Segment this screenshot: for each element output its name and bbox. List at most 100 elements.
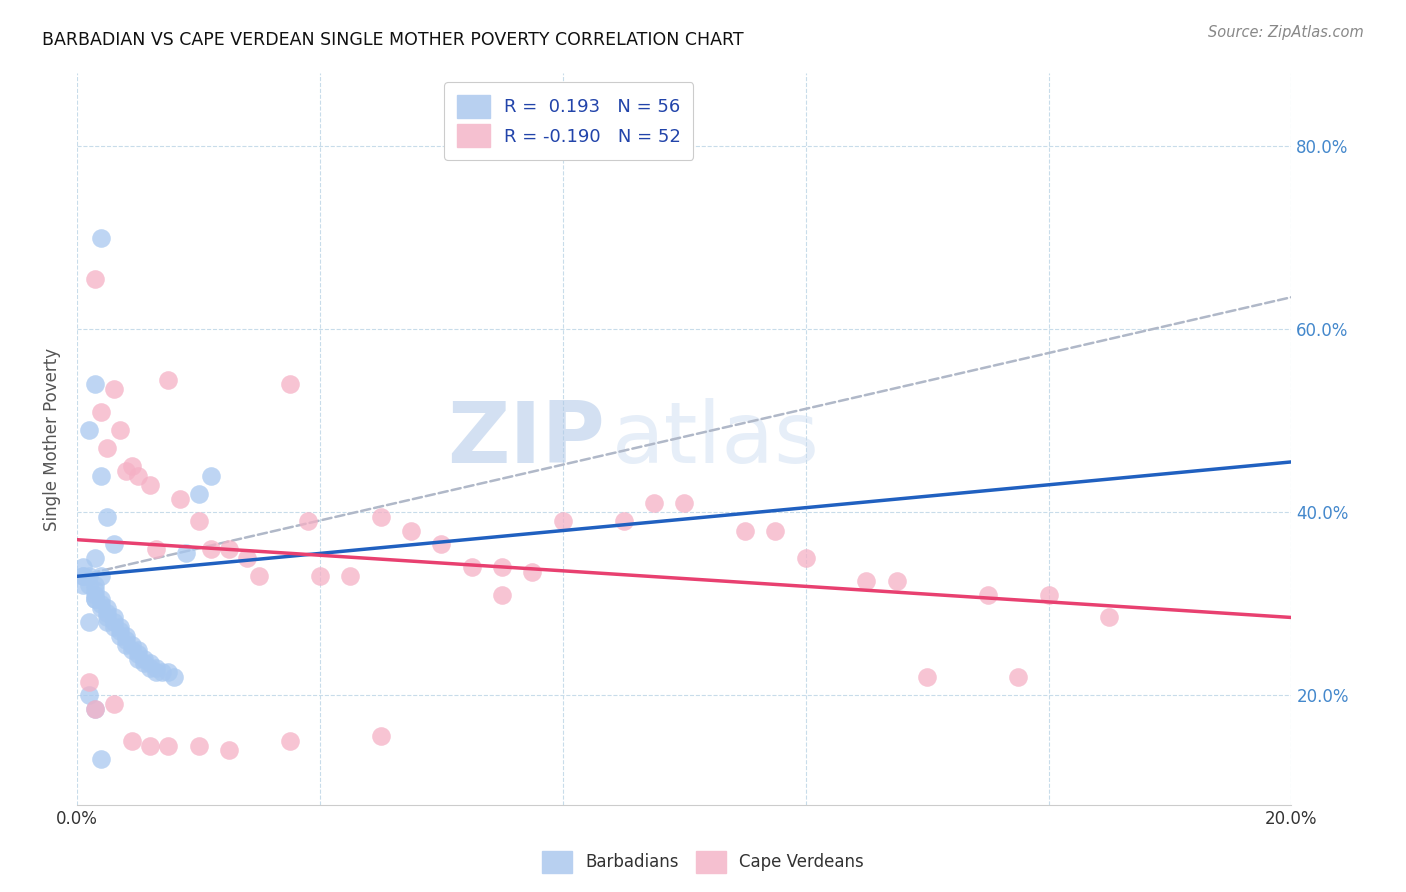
Point (399, 524, 422, 538)
Text: ZIP: ZIP (447, 398, 606, 481)
Legend: Barbadians, Cape Verdeans: Barbadians, Cape Verdeans (536, 845, 870, 880)
Legend: R =  0.193   N = 56, R = -0.190   N = 52: R = 0.193 N = 56, R = -0.190 N = 52 (444, 82, 693, 160)
Point (278, 377, 301, 392)
Point (108, 624, 131, 639)
Point (491, 588, 513, 602)
Text: BARBADIAN VS CAPE VERDEAN SINGLE MOTHER POVERTY CORRELATION CHART: BARBADIAN VS CAPE VERDEAN SINGLE MOTHER … (42, 31, 744, 49)
Point (612, 515, 634, 529)
Point (77, 569, 100, 583)
Point (1038, 588, 1060, 602)
Point (103, 610, 125, 624)
Point (200, 541, 222, 556)
Point (139, 739, 162, 753)
Point (187, 739, 209, 753)
Point (84, 551, 107, 566)
Point (121, 459, 143, 474)
Point (72, 569, 94, 583)
Point (132, 651, 155, 665)
Point (84, 272, 107, 286)
Point (236, 551, 259, 566)
Point (103, 619, 125, 633)
Point (77, 578, 100, 592)
Text: Source: ZipAtlas.com: Source: ZipAtlas.com (1208, 25, 1364, 40)
Point (309, 569, 332, 583)
Point (90, 601, 112, 615)
Point (150, 665, 173, 680)
Point (121, 642, 143, 657)
Point (96, 610, 118, 624)
Point (108, 629, 131, 643)
Point (103, 615, 125, 629)
Point (103, 537, 125, 551)
Point (90, 468, 112, 483)
Point (430, 537, 453, 551)
Point (176, 546, 198, 560)
Point (461, 560, 484, 574)
Point (72, 569, 94, 583)
Point (673, 496, 696, 510)
Point (114, 638, 136, 652)
Point (127, 647, 149, 661)
Point (114, 633, 136, 648)
Point (72, 560, 94, 574)
Point (139, 477, 162, 491)
Point (794, 551, 817, 566)
Point (114, 464, 136, 478)
Point (108, 619, 131, 633)
Point (187, 515, 209, 529)
Point (77, 423, 100, 437)
Point (915, 670, 938, 684)
Point (84, 702, 107, 716)
Point (139, 657, 162, 671)
Point (77, 688, 100, 702)
Point (163, 670, 186, 684)
Point (132, 657, 155, 671)
Point (103, 382, 125, 396)
Point (114, 629, 136, 643)
Point (297, 515, 319, 529)
Point (90, 597, 112, 611)
Point (96, 509, 118, 524)
Point (157, 373, 180, 387)
Point (643, 496, 665, 510)
Point (551, 515, 574, 529)
Point (1098, 610, 1121, 624)
Point (77, 674, 100, 689)
Point (84, 578, 107, 592)
Point (84, 377, 107, 392)
Point (84, 592, 107, 607)
Point (977, 588, 1000, 602)
Point (145, 541, 167, 556)
Point (96, 601, 118, 615)
Point (90, 230, 112, 244)
Point (169, 491, 191, 506)
Point (522, 565, 544, 579)
Point (96, 441, 118, 455)
Point (96, 606, 118, 620)
Point (370, 509, 392, 524)
Point (90, 404, 112, 418)
Point (339, 569, 361, 583)
Point (145, 661, 167, 675)
Point (200, 468, 222, 483)
Point (77, 615, 100, 629)
Point (157, 665, 180, 680)
Point (127, 651, 149, 665)
Point (491, 560, 513, 574)
Point (734, 524, 756, 538)
Point (121, 638, 143, 652)
Point (90, 569, 112, 583)
Point (90, 752, 112, 766)
Point (127, 642, 149, 657)
Point (218, 743, 240, 757)
Point (121, 734, 143, 748)
Point (84, 592, 107, 607)
Point (139, 661, 162, 675)
Point (1007, 670, 1029, 684)
Point (72, 578, 94, 592)
Point (96, 615, 118, 629)
Point (84, 702, 107, 716)
Point (84, 582, 107, 597)
Point (187, 487, 209, 501)
Point (145, 665, 167, 680)
